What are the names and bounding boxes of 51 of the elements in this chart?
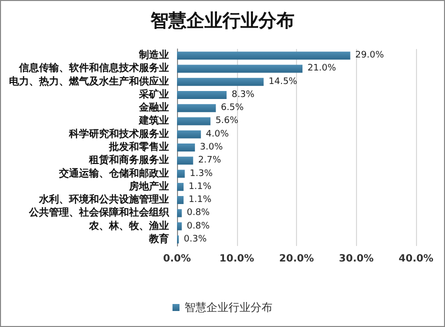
data-label: 14.5% (268, 76, 298, 87)
y-tick-label: 房地产业 (128, 180, 169, 192)
legend-label: 智慧企业行业分布 (184, 301, 272, 314)
y-tick-label: 信息传输、软件和信息技术服务业 (18, 62, 169, 74)
bar (177, 64, 302, 73)
y-tick-label: 电力、热力、燃气及水生产和供应业 (9, 75, 169, 88)
bar (177, 78, 264, 86)
bar (177, 144, 195, 152)
data-label: 2.7% (198, 156, 222, 166)
data-label: 0.8% (186, 208, 210, 218)
y-tick-label: 水利、环境和公共设施管理业 (38, 194, 169, 206)
bar (177, 156, 194, 165)
x-tick-label: 0.0% (163, 254, 191, 264)
data-label: 29.0% (355, 50, 384, 61)
data-label: 1.3% (190, 168, 214, 179)
y-tick-label: 批发和零售业 (108, 141, 169, 153)
y-tick-label: 交通运输、仓储和邮政业 (58, 167, 169, 180)
data-label: 5.6% (215, 116, 239, 126)
y-tick-label: 农、林、牧、渔业 (88, 220, 169, 232)
data-label: 3.0% (200, 142, 224, 152)
y-tick-label: 建筑业 (138, 114, 169, 127)
x-tick-label: 10.0% (219, 254, 254, 264)
bar (177, 196, 184, 204)
y-tick-label: 制造业 (138, 49, 169, 62)
bar (177, 52, 350, 60)
y-tick-label: 采矿业 (138, 88, 169, 100)
y-tick-label: 教育 (148, 232, 169, 245)
data-label: 21.0% (307, 64, 337, 74)
data-label: 0.8% (186, 221, 210, 232)
bar (177, 117, 210, 126)
data-label: 1.1% (188, 195, 212, 206)
y-tick-label: 金融业 (138, 102, 169, 114)
bar (177, 209, 182, 218)
x-tick-label: 20.0% (279, 254, 314, 264)
y-tick-label: 科学研究和技术服务业 (68, 128, 169, 140)
chart-title: 智慧企业行业分布 (150, 10, 294, 32)
data-label: 1.1% (188, 182, 212, 192)
bar (177, 130, 201, 138)
bar (177, 90, 227, 99)
x-tick-label: 40.0% (398, 254, 434, 264)
data-label: 6.5% (220, 103, 244, 114)
data-label: 4.0% (206, 129, 230, 140)
x-tick-label: 30.0% (338, 254, 374, 264)
y-tick-label: 公共管理、社会保障和社会组织 (28, 206, 170, 219)
y-tick-label: 租赁和商务服务业 (88, 154, 169, 166)
data-label: 0.3% (184, 234, 208, 244)
bar (177, 170, 185, 178)
data-label: 8.3% (232, 90, 255, 100)
bar (177, 104, 216, 112)
bar (177, 182, 184, 191)
bar (177, 222, 182, 230)
